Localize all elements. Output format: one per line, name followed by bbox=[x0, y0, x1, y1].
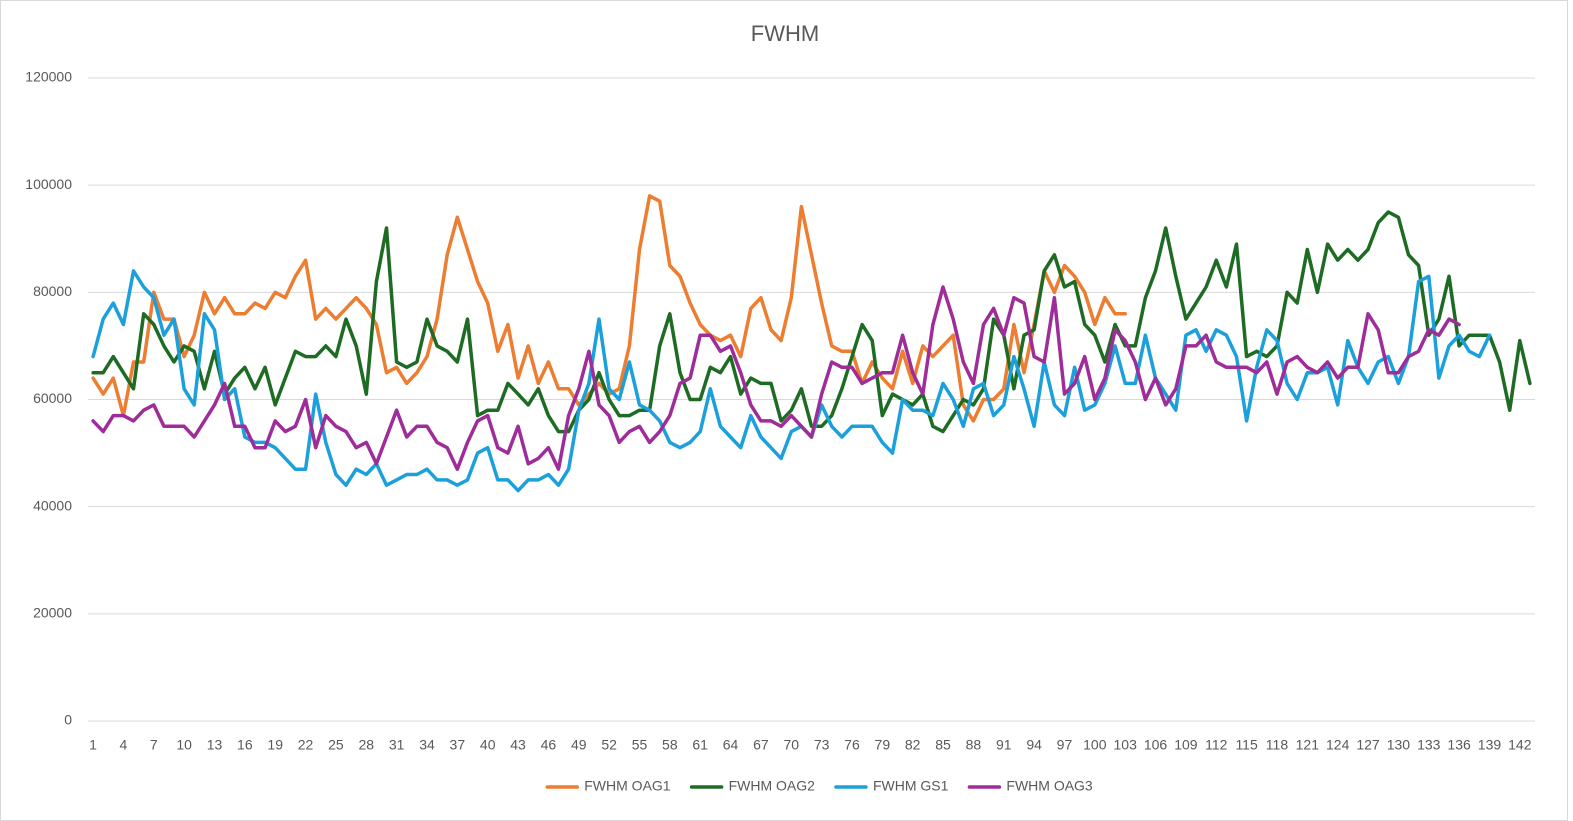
x-tick-label: 88 bbox=[966, 737, 982, 753]
series-line bbox=[91, 210, 1532, 434]
x-tick-label: 130 bbox=[1387, 737, 1411, 753]
x-tick-label: 82 bbox=[905, 737, 921, 753]
x-tick-label: 136 bbox=[1447, 737, 1471, 753]
x-tick-label: 43 bbox=[510, 737, 526, 753]
y-tick-label: 80000 bbox=[33, 283, 72, 299]
x-tick-label: 31 bbox=[389, 737, 405, 753]
x-tick-label: 97 bbox=[1057, 737, 1073, 753]
x-tick-label: 76 bbox=[844, 737, 860, 753]
x-tick-label: 25 bbox=[328, 737, 344, 753]
x-tick-label: 112 bbox=[1205, 737, 1228, 753]
x-tick-label: 70 bbox=[783, 737, 799, 753]
x-tick-label: 103 bbox=[1114, 737, 1138, 753]
y-tick-label: 40000 bbox=[33, 497, 72, 513]
y-tick-label: 100000 bbox=[25, 176, 72, 192]
series-line bbox=[91, 269, 1492, 493]
x-tick-label: 40 bbox=[480, 737, 496, 753]
y-tick-label: 20000 bbox=[33, 605, 72, 621]
legend-label: FWHM GS1 bbox=[873, 778, 949, 794]
x-tick-label: 58 bbox=[662, 737, 678, 753]
y-tick-label: 60000 bbox=[33, 390, 72, 406]
x-tick-label: 79 bbox=[875, 737, 891, 753]
x-tick-label: 127 bbox=[1356, 737, 1380, 753]
x-tick-label: 64 bbox=[723, 737, 739, 753]
x-tick-label: 139 bbox=[1478, 737, 1502, 753]
x-tick-label: 109 bbox=[1174, 737, 1198, 753]
x-tick-label: 22 bbox=[298, 737, 314, 753]
x-tick-label: 49 bbox=[571, 737, 587, 753]
x-tick-label: 34 bbox=[419, 737, 435, 753]
x-tick-label: 4 bbox=[120, 737, 128, 753]
x-tick-label: 73 bbox=[814, 737, 830, 753]
x-tick-label: 115 bbox=[1235, 737, 1258, 753]
x-tick-label: 100 bbox=[1083, 737, 1107, 753]
y-tick-label: 120000 bbox=[25, 69, 72, 85]
x-tick-label: 55 bbox=[632, 737, 648, 753]
y-tick-label: 0 bbox=[64, 712, 72, 728]
x-tick-label: 46 bbox=[541, 737, 557, 753]
x-tick-label: 10 bbox=[176, 737, 192, 753]
x-tick-label: 16 bbox=[237, 737, 253, 753]
x-tick-label: 124 bbox=[1326, 737, 1350, 753]
x-tick-label: 28 bbox=[358, 737, 374, 753]
x-tick-label: 61 bbox=[692, 737, 708, 753]
series-line bbox=[91, 285, 1461, 471]
x-tick-label: 7 bbox=[150, 737, 158, 753]
x-tick-label: 52 bbox=[601, 737, 617, 753]
legend-label: FWHM OAG2 bbox=[729, 778, 816, 794]
x-tick-label: 67 bbox=[753, 737, 769, 753]
x-tick-label: 91 bbox=[996, 737, 1012, 753]
x-tick-label: 121 bbox=[1296, 737, 1320, 753]
x-tick-label: 133 bbox=[1417, 737, 1441, 753]
x-tick-label: 1 bbox=[89, 737, 97, 753]
legend-label: FWHM OAG1 bbox=[584, 778, 671, 794]
x-tick-label: 37 bbox=[450, 737, 466, 753]
x-tick-label: 13 bbox=[207, 737, 223, 753]
x-tick-label: 19 bbox=[267, 737, 283, 753]
x-tick-label: 94 bbox=[1026, 737, 1042, 753]
legend-label: FWHM OAG3 bbox=[1006, 778, 1093, 794]
x-tick-label: 142 bbox=[1508, 737, 1532, 753]
series-line bbox=[91, 194, 1127, 423]
x-tick-label: 106 bbox=[1144, 737, 1168, 753]
x-tick-label: 85 bbox=[935, 737, 951, 753]
x-tick-label: 118 bbox=[1266, 737, 1289, 753]
chart-title: FWHM bbox=[751, 21, 819, 46]
